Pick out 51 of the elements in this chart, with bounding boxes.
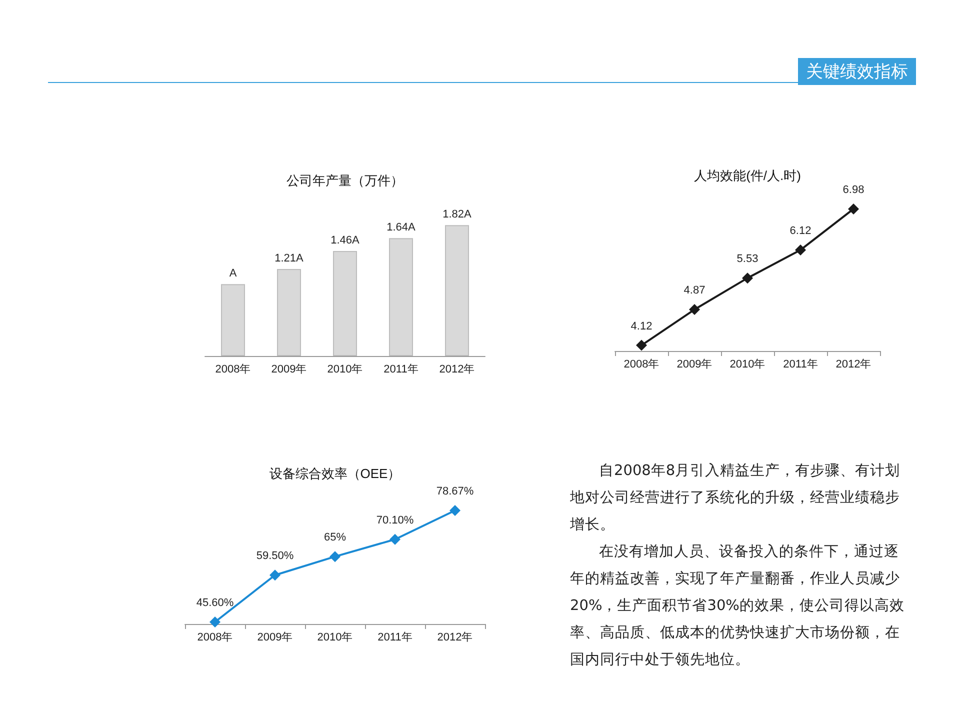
x-tick-label: 2011年 [384,364,418,376]
x-tick-label: 2010年 [317,632,353,644]
bar [221,284,245,356]
point [689,304,700,316]
point [330,551,340,562]
bar [277,268,301,356]
x-tick-label: 2010年 [327,364,363,376]
point [848,203,859,214]
data-label: 65% [324,532,346,544]
bar [333,251,357,356]
x-tick-label: 2012年 [836,358,872,370]
x-tick-label: 2011年 [378,632,412,644]
bar [389,238,413,356]
data-label: 1.46A [330,234,360,247]
data-label: 5.53 [736,253,758,266]
point [636,340,647,351]
chart-title: 公司年产量（万件） [286,173,404,188]
point [210,616,220,628]
text: 自2008年8月引入精益生产，有步骤、有计划地对公司经营进行了系统化的升级，经营业绩稳步增长。 [570,462,902,535]
data-label: 6.98 [842,184,864,196]
data-label: A [229,268,238,280]
data-label: 4.12 [630,320,652,332]
chart-title: 设备综合效率（OEE） [269,466,401,481]
x-tick-label: 2011年 [783,358,818,370]
data-label: 6.12 [790,224,812,237]
point [795,244,806,256]
x-tick-label: 2008年 [215,364,251,376]
data-label: 1.64A [386,222,416,234]
data-label: 1.21A [274,252,304,264]
data-label: 78.67% [436,485,474,498]
data-label: 1.82A [442,208,472,221]
data-label: 70.10% [376,514,414,526]
x-tick-label: 2010年 [730,358,766,370]
bar [445,225,469,356]
point [390,534,400,545]
x-tick-label: 2008年 [197,632,233,644]
data-label: 59.50% [256,550,294,562]
x-tick-label: 2009年 [271,364,307,376]
text: 关键绩效指标 [798,58,916,85]
point [450,504,460,516]
data-label: 4.87 [684,284,706,297]
data-label: 45.60% [196,596,234,609]
x-tick-label: 2008年 [624,358,660,370]
point [270,570,280,581]
x-tick-label: 2012年 [439,364,475,376]
x-tick-label: 2012年 [437,632,473,644]
x-tick-label: 2009年 [257,632,293,644]
chart-title: 人均效能(件/人.时) [694,168,801,183]
text: 在没有增加人员、设备投入的条件下，通过逐年的精益改善，实现了年产量翻番，作业人员减少20%，生产面积节省30%的效果，使公司得以高效率、高品质、低成本的优势快速扩大市场份额，在国内同行中处于领先地位。 [570,543,906,670]
point [742,272,753,284]
x-tick-label: 2009年 [676,358,712,370]
